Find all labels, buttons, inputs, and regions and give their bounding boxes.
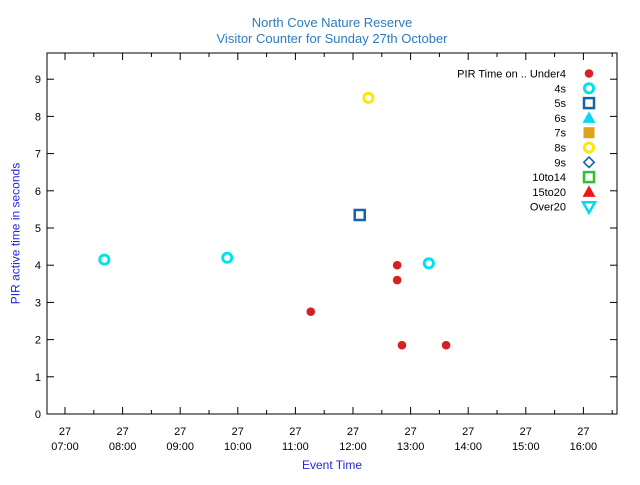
x-tick-label-time: 15:00 bbox=[512, 441, 540, 453]
data-point-circle-filled bbox=[392, 260, 402, 270]
x-tick-label-day: 27 bbox=[232, 426, 244, 438]
legend-marker-circle-open bbox=[582, 82, 596, 95]
data-point-circle-filled bbox=[392, 275, 402, 285]
x-tick-label-day: 27 bbox=[404, 426, 416, 438]
x-tick-label-day: 27 bbox=[462, 426, 474, 438]
legend-label: 9s bbox=[554, 157, 566, 169]
data-point-circle-filled bbox=[306, 307, 316, 317]
y-tick-label: 1 bbox=[35, 372, 41, 384]
y-tick-label: 4 bbox=[35, 260, 41, 272]
x-tick-label-day: 27 bbox=[577, 426, 589, 438]
x-tick-label-time: 16:00 bbox=[570, 441, 598, 453]
x-tick-label-time: 12:00 bbox=[339, 441, 367, 453]
legend-marker-square-filled bbox=[583, 127, 595, 139]
y-tick-label: 2 bbox=[35, 335, 41, 347]
legend-marker-square-open bbox=[582, 170, 596, 184]
y-tick-label: 6 bbox=[35, 186, 41, 198]
data-point-circle-filled bbox=[441, 340, 451, 350]
legend-marker-circle-filled bbox=[584, 69, 594, 78]
x-tick-label-time: 14:00 bbox=[454, 441, 482, 453]
legend-label: PIR Time on .. Under4 bbox=[457, 69, 566, 81]
x-axis-title: Event Time bbox=[301, 458, 363, 472]
legend-marker-triangle-down-open bbox=[580, 200, 598, 216]
legend-marker-triangle-up-filled bbox=[582, 185, 596, 197]
legend-label: 7s bbox=[554, 128, 566, 140]
y-tick-label: 7 bbox=[35, 149, 41, 161]
x-tick-label-day: 27 bbox=[347, 426, 359, 438]
x-tick-label-day: 27 bbox=[116, 426, 128, 438]
x-tick-label-time: 08:00 bbox=[109, 441, 137, 453]
x-tick-label-time: 10:00 bbox=[224, 441, 252, 453]
x-tick-label-time: 09:00 bbox=[166, 441, 194, 453]
x-tick-label-day: 27 bbox=[174, 426, 186, 438]
data-point-circle-open bbox=[362, 91, 375, 104]
legend-label: 6s bbox=[554, 113, 566, 125]
legend-marker-square-open bbox=[582, 96, 596, 110]
legend-label: 5s bbox=[554, 98, 566, 110]
y-tick-label: 0 bbox=[35, 409, 41, 421]
x-tick-label-time: 07:00 bbox=[51, 441, 79, 453]
x-tick-label-time: 13:00 bbox=[397, 441, 425, 453]
chart-title-line2: Visitor Counter for Sunday 27th October bbox=[216, 31, 448, 46]
chart-title-line1: North Cove Nature Reserve bbox=[251, 15, 413, 30]
y-tick-label: 9 bbox=[35, 74, 41, 86]
x-tick-label-time: 11:00 bbox=[282, 441, 309, 453]
data-point-circle-open bbox=[422, 257, 435, 270]
y-tick-label: 3 bbox=[35, 297, 41, 309]
legend-marker-triangle-up-filled bbox=[582, 111, 596, 123]
plot-border bbox=[46, 52, 618, 415]
x-tick-label-day: 27 bbox=[289, 426, 301, 438]
legend-label: Over20 bbox=[530, 202, 566, 214]
x-tick-label-day: 27 bbox=[59, 426, 71, 438]
legend-marker-circle-open bbox=[582, 141, 596, 154]
data-point-circle-open bbox=[98, 253, 111, 266]
y-tick-label: 8 bbox=[35, 111, 41, 123]
legend-label: 4s bbox=[554, 83, 566, 95]
x-tick-label-day: 27 bbox=[520, 426, 532, 438]
y-tick-label: 5 bbox=[35, 223, 41, 235]
legend-marker-diamond-open bbox=[582, 155, 596, 169]
data-point-square-open bbox=[353, 208, 366, 222]
data-point-circle-filled bbox=[397, 340, 407, 350]
legend-label: 10to14 bbox=[532, 172, 566, 184]
data-point-circle-open bbox=[221, 251, 234, 264]
y-axis-title: PIR active time in seconds bbox=[8, 162, 23, 305]
legend-label: 8s bbox=[554, 143, 566, 155]
legend-label: 15to20 bbox=[532, 187, 566, 199]
